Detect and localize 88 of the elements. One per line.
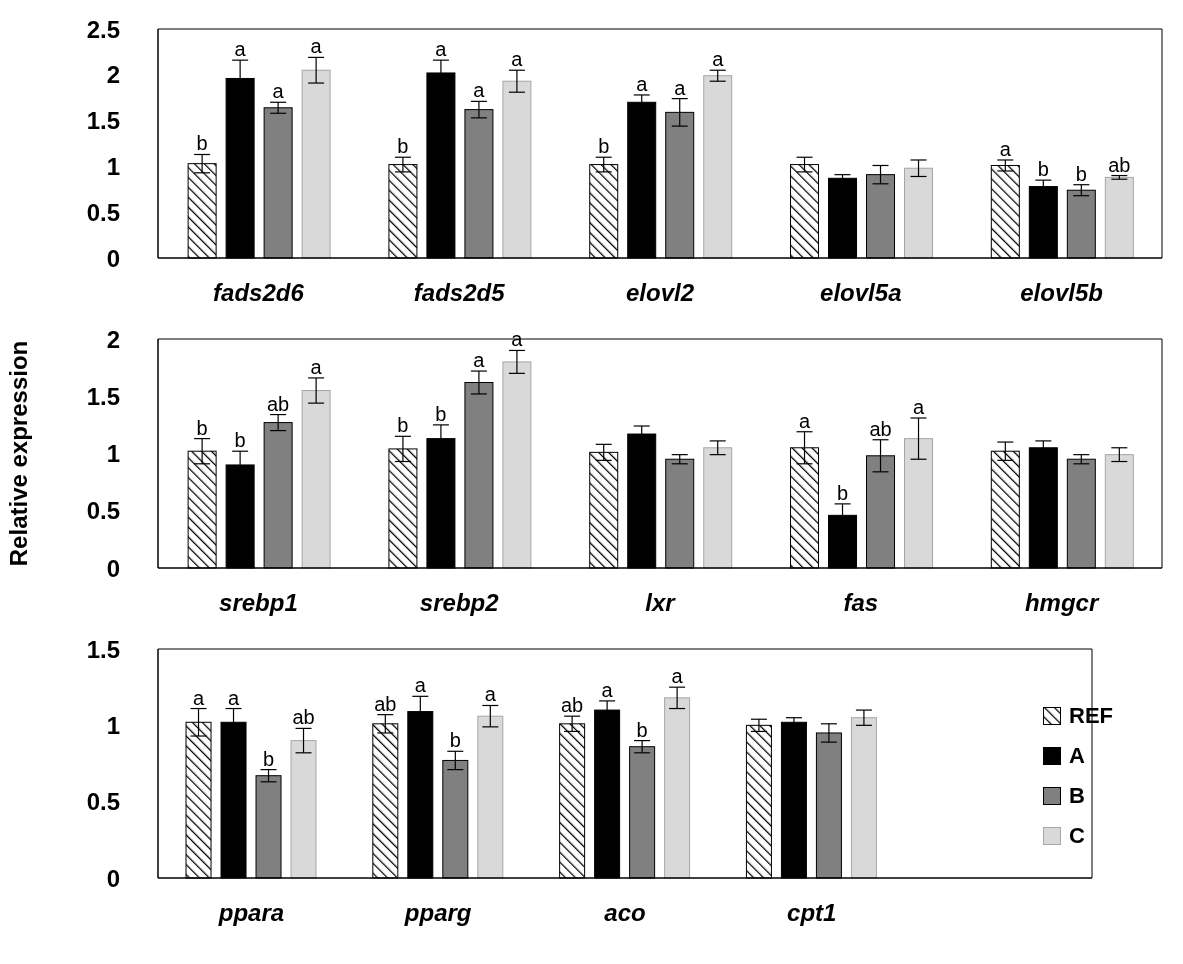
x-tick-label: pparg	[403, 899, 472, 927]
y-tick-label: 2	[106, 325, 120, 353]
data-label: a	[473, 349, 486, 372]
data-label: a	[414, 674, 427, 697]
data-label: a	[999, 137, 1012, 160]
data-label: b	[262, 747, 275, 770]
y-tick-label: 1	[106, 440, 120, 468]
bar	[703, 447, 733, 569]
data-label: a	[227, 686, 240, 709]
bar	[477, 715, 504, 879]
data-label: a	[272, 80, 285, 103]
legend-label: REF	[1069, 703, 1113, 729]
data-label: ab	[292, 706, 315, 729]
data-label: a	[912, 396, 925, 419]
bar	[502, 361, 532, 569]
data-label: b	[449, 729, 461, 752]
data-label: ab	[1108, 153, 1131, 176]
data-label: a	[511, 48, 524, 71]
data-label: b	[196, 416, 208, 439]
data-label: b	[196, 132, 208, 155]
x-tick-label: aco	[604, 899, 646, 927]
data-label: a	[798, 409, 811, 432]
y-tick-label: 2.5	[86, 15, 120, 43]
y-tick-label: 1.5	[86, 107, 120, 135]
data-label: a	[435, 38, 448, 61]
y-tick-label: 1	[106, 152, 120, 180]
data-label: a	[473, 79, 486, 102]
bar	[290, 740, 317, 879]
bar	[1104, 176, 1134, 259]
x-tick-label: hmgcr	[1024, 589, 1100, 617]
bar	[301, 390, 331, 569]
y-tick-label: 1	[106, 711, 120, 739]
bar	[1104, 454, 1134, 569]
data-label: b	[234, 429, 246, 452]
bar	[850, 717, 877, 879]
x-tick-label: srebp1	[219, 589, 298, 617]
x-tick-label: fads2d6	[213, 279, 305, 307]
x-tick-label: ppara	[217, 899, 285, 927]
data-label: b	[598, 135, 610, 158]
data-label: a	[511, 328, 524, 351]
data-label: a	[192, 686, 205, 709]
x-tick-label: fads2d5	[413, 279, 506, 307]
data-label: a	[601, 678, 614, 701]
x-tick-label: elovl5a	[820, 279, 902, 307]
data-label: b	[435, 402, 447, 425]
data-label: ab	[266, 392, 290, 415]
data-label: a	[234, 38, 247, 61]
y-tick-label: 0	[106, 554, 120, 582]
x-tick-label: srebp2	[419, 589, 500, 617]
legend-label: C	[1069, 823, 1085, 849]
y-tick-label: 0.5	[86, 497, 120, 525]
data-label: a	[310, 355, 323, 378]
bar	[904, 167, 934, 259]
bar	[904, 438, 934, 569]
y-tick-label: 0	[106, 244, 120, 272]
bar	[502, 80, 532, 259]
bar	[703, 75, 733, 259]
data-label: a	[674, 76, 687, 99]
y-tick-label: 2	[106, 61, 120, 89]
y-tick-label: 0	[106, 864, 120, 892]
data-label: a	[484, 683, 497, 706]
bar	[664, 697, 691, 879]
y-tick-label: 0.5	[86, 788, 120, 816]
data-label: b	[1037, 158, 1049, 181]
data-label: b	[636, 718, 648, 741]
data-label: a	[310, 35, 323, 58]
y-tick-label: 1.5	[86, 635, 120, 663]
data-label: ab	[869, 417, 892, 440]
x-tick-label: lxr	[645, 589, 677, 617]
legend-label: B	[1069, 783, 1085, 809]
y-tick-label: 0.5	[86, 198, 120, 226]
x-tick-label: cpt1	[787, 899, 837, 927]
x-tick-label: fas	[843, 589, 879, 617]
data-label: ab	[560, 694, 584, 717]
data-label: b	[1075, 162, 1087, 185]
data-label: b	[397, 135, 409, 158]
data-label: a	[712, 48, 725, 71]
x-tick-label: elovl5b	[1020, 279, 1103, 307]
data-label: b	[836, 481, 849, 504]
y-tick-label: 1.5	[86, 382, 120, 410]
bar	[301, 69, 331, 259]
y-axis-title: Relative expression	[4, 340, 32, 567]
data-label: a	[671, 665, 684, 688]
legend-label: A	[1069, 743, 1085, 769]
x-tick-label: elovl2	[625, 279, 695, 307]
data-label: b	[397, 414, 409, 437]
data-label: a	[636, 72, 649, 95]
data-label: ab	[374, 692, 397, 715]
